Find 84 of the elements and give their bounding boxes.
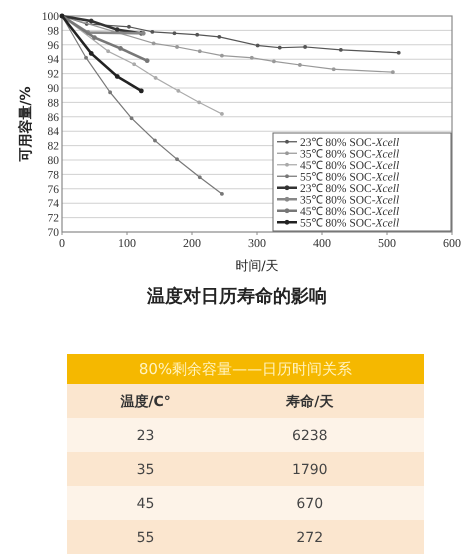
point [195,32,200,37]
point [108,90,112,94]
data-label: 1790 [292,462,328,478]
text: 温度/C° [119,393,171,410]
x-tick-label: 600 [443,236,461,250]
y-tick-label: 86 [48,112,60,124]
point [278,46,282,50]
point [138,88,144,94]
text: 温度对日历寿命的影响 [146,286,327,307]
point [303,45,307,49]
point [127,24,131,29]
point [175,157,179,162]
legend-label: 23℃ 80% SOC-Xcell [300,182,400,195]
point [390,70,395,74]
category-label: 23 [136,428,154,444]
y-tick-label: 84 [48,126,60,138]
y-tick-label: 82 [48,140,60,153]
point [84,56,88,60]
data-label: 670 [296,496,324,512]
x-tick-label: 300 [248,236,266,250]
y-tick-label: 74 [48,198,60,210]
x-axis-title: 时间/天 [235,259,279,274]
point [175,45,179,49]
x-tick-label: 200 [183,236,201,250]
y-tick-label: 98 [48,25,60,38]
y-tick-label: 80 [48,155,60,167]
x-tick-label: 400 [313,236,331,250]
data-label: 6238 [292,428,328,444]
y-axis-title: 可用容量/% [17,86,34,163]
point [114,74,120,79]
y-tick-label: 90 [48,83,60,95]
point [197,100,202,104]
point [130,116,134,120]
point [152,41,156,46]
point [144,58,150,64]
y-tick-label: 78 [48,169,60,182]
legend-label: 45℃ 80% SOC-Xcell [300,206,400,218]
point [220,192,224,196]
text: 寿命/天 [285,394,334,410]
point [132,62,136,66]
point [198,49,202,54]
point [220,54,224,58]
legend-label: 35℃ 80% SOC-Xcell [300,148,400,160]
point [217,34,222,39]
point [154,76,158,80]
y-tick-label: 94 [48,54,60,66]
point [338,48,343,52]
point [298,63,302,67]
legend-label: 23℃ 80% SOC-Xcell [300,136,400,149]
legend-label: 55℃ 80% SOC-Xcell [300,171,400,184]
y-tick-label: 92 [48,68,60,81]
y-tick-label: 88 [48,97,60,110]
category-label: 55 [136,530,154,546]
legend-label: 45℃ 80% SOC-Xcell [300,160,400,172]
point [250,56,254,60]
y-tick-label: 100 [42,11,60,23]
category-label: 35 [136,462,154,478]
x-tick-label: 500 [378,236,396,250]
point [198,175,202,180]
y-tick-label: 96 [48,40,60,52]
y-tick-label: 70 [48,227,60,239]
x-tick-label: 100 [118,236,136,250]
point [172,31,176,36]
y-tick-label: 76 [48,184,60,196]
data-label: 272 [296,530,324,546]
point [153,138,157,142]
y-tick-label: 72 [48,212,60,225]
point [88,18,94,24]
point [272,59,276,64]
point [92,35,97,40]
point [106,49,110,54]
point [256,44,260,48]
point [332,67,336,72]
point [118,46,123,51]
x-tick-label: 0 [59,236,65,250]
text: 80%剩余容量——日历时间关系 [138,360,352,378]
point [150,30,154,34]
point [396,50,401,55]
category-label: 45 [136,496,154,512]
point [88,51,94,56]
legend-label: 35℃ 80% SOC-Xcell [300,194,400,206]
point [176,88,180,93]
legend-label: 55℃ 80% SOC-Xcell [300,217,400,230]
point [220,112,224,116]
